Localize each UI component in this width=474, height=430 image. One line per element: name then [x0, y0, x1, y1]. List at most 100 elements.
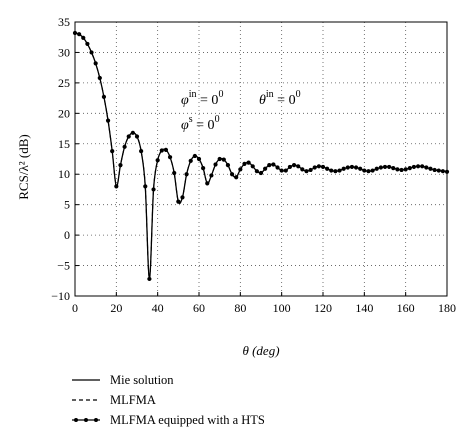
- data-point-mlfma-hts: [296, 164, 301, 169]
- data-point-mlfma-hts: [234, 175, 239, 180]
- plot-frame: [74, 21, 448, 297]
- data-point-mlfma-hts: [151, 187, 156, 192]
- data-point-mlfma-hts: [213, 162, 218, 167]
- data-point-mlfma-hts: [93, 61, 98, 66]
- data-point-mlfma-hts: [283, 168, 288, 173]
- data-point-mlfma-hts: [337, 168, 342, 173]
- data-point-mlfma-hts: [167, 155, 173, 160]
- legend-item-mlfma-hts: MLFMA equipped with a HTS: [72, 413, 265, 427]
- data-point-mlfma-hts: [118, 162, 123, 168]
- legend-label-mlfma: MLFMA: [110, 393, 156, 407]
- data-point-mlfma-hts: [444, 169, 450, 174]
- y-tick-label: 15: [58, 137, 70, 151]
- data-point-mlfma-hts: [300, 167, 305, 172]
- data-point-mlfma-hts: [155, 158, 160, 163]
- data-point-mlfma-hts: [329, 168, 334, 173]
- data-point-mlfma-hts: [81, 35, 86, 40]
- data-point-mlfma-hts: [147, 276, 152, 282]
- data-point-mlfma-hts: [275, 165, 280, 170]
- data-point-mlfma-hts: [77, 32, 82, 37]
- data-point-mlfma-hts: [440, 169, 445, 174]
- data-point-mlfma-hts: [320, 164, 326, 170]
- data-point-mlfma-hts: [85, 41, 90, 47]
- data-point-mlfma-hts: [201, 166, 206, 171]
- x-tick-label: 160: [397, 301, 415, 315]
- y-tick-label: 5: [64, 198, 70, 212]
- data-point-mlfma-hts: [238, 167, 243, 172]
- legend-label-mie: Mie solution: [110, 373, 174, 387]
- data-point-mlfma-hts: [180, 195, 185, 200]
- x-tick-label: 120: [314, 301, 332, 315]
- y-tick-label: 35: [58, 15, 70, 29]
- data-point-mlfma-hts: [341, 166, 346, 171]
- x-tick-label: 20: [110, 301, 122, 315]
- annotation-theta-in: θin = 00: [259, 89, 301, 108]
- data-point-mlfma-hts: [308, 167, 313, 173]
- y-tick-label: −10: [51, 289, 70, 303]
- data-point-mlfma-hts: [205, 181, 210, 186]
- data-point-mlfma-hts: [172, 170, 177, 176]
- data-point-mlfma-hts: [374, 166, 379, 171]
- y-tick-label: 10: [58, 167, 70, 181]
- data-point-mlfma-hts: [403, 167, 408, 172]
- data-point-mlfma-hts: [196, 156, 202, 162]
- legend-marker: [94, 418, 98, 422]
- legend-marker: [74, 418, 78, 422]
- data-point-mlfma-hts: [134, 134, 140, 139]
- y-tick-label: −5: [57, 259, 70, 273]
- x-tick-label: 80: [234, 301, 246, 315]
- data-point-mlfma-hts: [387, 164, 392, 170]
- x-tick-label: 0: [72, 301, 78, 315]
- x-tick-label: 180: [438, 301, 456, 315]
- annotation-phi-s: φs = 00: [181, 114, 220, 133]
- data-point-mlfma-hts: [163, 147, 169, 152]
- data-point-mlfma-hts: [217, 156, 222, 162]
- data-point-mlfma-hts: [105, 118, 111, 123]
- grid-lines: [75, 22, 447, 296]
- annotation-phi-in: φin = 00: [181, 89, 223, 108]
- data-point-mlfma-hts: [271, 162, 276, 167]
- data-point-mlfma-hts: [250, 164, 255, 169]
- data-point-mlfma-hts: [72, 30, 78, 36]
- data-point-mlfma-hts: [382, 164, 388, 170]
- data-point-mlfma-hts: [432, 167, 437, 173]
- data-point-mlfma-hts: [312, 165, 317, 170]
- data-point-mlfma-hts: [420, 164, 425, 169]
- data-point-mlfma-hts: [333, 169, 338, 174]
- legend: Mie solution MLFMA MLFMA equipped with a…: [72, 373, 265, 427]
- data-point-mlfma-hts: [209, 173, 214, 178]
- data-point-mlfma-hts: [221, 157, 226, 162]
- data-point-mlfma-hts: [316, 164, 321, 169]
- data-point-mlfma-hts: [126, 134, 131, 139]
- data-point-mlfma-hts: [415, 164, 421, 169]
- y-tick-label: 25: [58, 76, 70, 90]
- data-point-mlfma-hts: [345, 165, 350, 170]
- x-tick-label: 140: [355, 301, 373, 315]
- data-point-mlfma-hts: [114, 184, 119, 189]
- data-point-mlfma-hts: [89, 50, 94, 55]
- data-point-mlfma-hts: [291, 162, 297, 168]
- y-tick-label: 30: [58, 45, 70, 59]
- data-point-mlfma-hts: [399, 167, 404, 173]
- series-layer: [72, 30, 450, 282]
- data-point-mlfma-hts: [258, 170, 264, 176]
- data-point-mlfma-hts: [229, 172, 235, 177]
- data-point-mlfma-hts: [110, 148, 115, 154]
- data-point-mlfma-hts: [325, 166, 330, 171]
- data-point-mlfma-hts: [242, 161, 247, 166]
- x-tick-label: 60: [193, 301, 205, 315]
- data-point-mlfma-hts: [139, 148, 144, 154]
- x-tick-label: 100: [273, 301, 291, 315]
- data-point-mlfma-hts: [188, 158, 193, 163]
- data-point-mlfma-hts: [304, 169, 309, 174]
- legend-item-mlfma: MLFMA: [72, 393, 156, 407]
- data-point-mlfma-hts: [184, 172, 189, 177]
- data-point-mlfma-hts: [159, 148, 164, 153]
- y-tick-label: 20: [58, 106, 70, 120]
- legend-marker: [84, 418, 88, 422]
- x-axis-label: θ (deg): [242, 343, 279, 358]
- data-point-mlfma-hts: [370, 168, 375, 173]
- data-point-mlfma-hts: [349, 164, 355, 170]
- data-point-mlfma-hts: [436, 168, 441, 173]
